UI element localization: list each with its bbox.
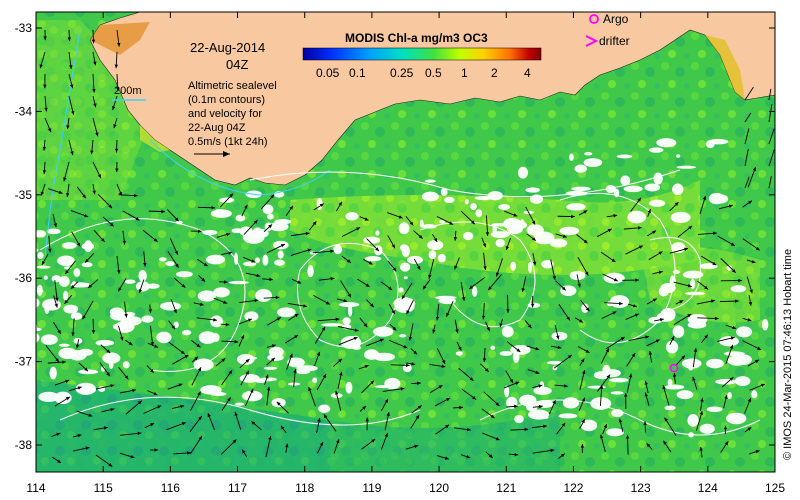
longitude-tick-label: 124 xyxy=(698,481,718,495)
colorbar-tick-label: 4 xyxy=(524,66,531,80)
argo-legend-icon xyxy=(589,14,599,24)
longitude-tick-label: 123 xyxy=(631,481,651,495)
longitude-axis: 114 115 116 117 118 119 120 121 122 123 124 125 xyxy=(26,12,785,495)
longitude-tick-label: 115 xyxy=(94,481,113,495)
colorbar xyxy=(302,47,542,61)
description-text: Altimetric sealevel (0.1m contours) and … xyxy=(188,80,277,148)
latitude-tick-label: -33 xyxy=(15,21,33,35)
map-frame xyxy=(35,11,776,473)
colorbar-tick-label: 0.25 xyxy=(390,66,414,80)
scale-bar-label: 200m xyxy=(114,85,142,97)
colorbar-ticks: 0.05 0.1 0.25 0.5 1 2 4 xyxy=(316,66,531,80)
colorbar-tick-label: 2 xyxy=(491,66,498,80)
description-line: Altimetric sealevel xyxy=(188,80,277,92)
latitude-tick-label: -34 xyxy=(15,104,33,118)
argo-float-marker xyxy=(669,363,679,373)
latitude-axis: -33 -34 -35 -36 -37 -38 xyxy=(15,21,775,452)
colorbar-title: MODIS Chl-a mg/m3 OC3 xyxy=(345,31,488,45)
latitude-tick-label: -35 xyxy=(15,188,33,202)
longitude-tick-label: 119 xyxy=(362,481,381,495)
sea-level-contours xyxy=(39,169,761,436)
colorbar-tick-label: 0.1 xyxy=(349,66,366,80)
drifter-legend-label: drifter xyxy=(599,34,630,48)
longitude-tick-label: 120 xyxy=(429,481,449,495)
longitude-tick-label: 122 xyxy=(563,481,583,495)
longitude-tick-label: 125 xyxy=(765,481,785,495)
latitude-tick-label: -36 xyxy=(15,271,33,285)
longitude-tick-label: 116 xyxy=(161,481,180,495)
isobath-200m xyxy=(44,29,331,261)
description-line: (0.1m contours) xyxy=(188,94,265,106)
description-line: 22-Aug 04Z xyxy=(188,122,246,134)
description-line: and velocity for xyxy=(188,108,262,120)
drifter-legend-icon xyxy=(585,35,599,47)
time-title: 04Z xyxy=(226,57,248,72)
longitude-tick-label: 118 xyxy=(295,481,314,495)
latitude-tick-label: -38 xyxy=(15,438,33,452)
longitude-tick-label: 121 xyxy=(496,481,516,495)
colorbar-tick-label: 1 xyxy=(461,66,468,80)
map-area xyxy=(36,12,775,472)
credit-text: © IMOS 24-Mar-2015 07:46:13 Hobart time xyxy=(782,249,794,460)
cloud-cover xyxy=(36,138,769,438)
latitude-tick-label: -37 xyxy=(15,355,33,369)
legend: Argo drifter xyxy=(585,12,630,48)
longitude-tick-label: 114 xyxy=(26,481,45,495)
velocity-arrows xyxy=(39,29,775,467)
longitude-tick-label: 117 xyxy=(228,481,247,495)
date-title: 22-Aug-2014 xyxy=(190,40,265,55)
argo-legend-label: Argo xyxy=(603,12,629,26)
description-line: 0.5m/s (1kt 24h) xyxy=(188,136,267,148)
colorbar-tick-label: 0.05 xyxy=(316,66,340,80)
colorbar-tick-label: 0.5 xyxy=(425,66,442,80)
reference-arrow-icon xyxy=(194,151,230,157)
